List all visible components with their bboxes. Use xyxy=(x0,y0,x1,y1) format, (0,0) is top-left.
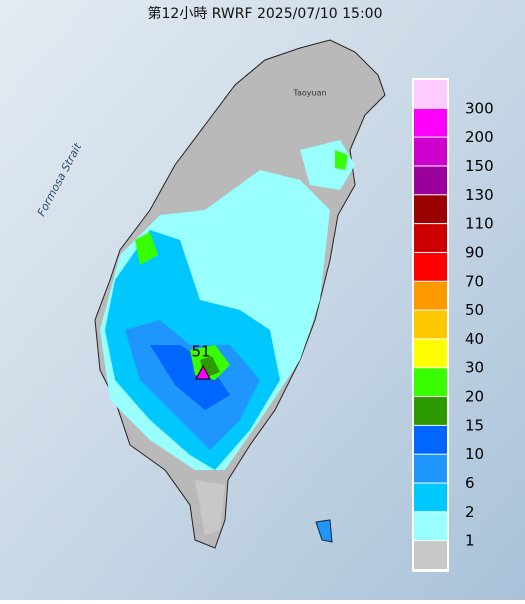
legend-label: 10 xyxy=(465,445,484,463)
legend-swatch xyxy=(414,195,447,224)
legend-label: 2 xyxy=(465,503,475,521)
green-island xyxy=(315,519,333,543)
legend-label: 90 xyxy=(465,243,484,261)
legend-label: 20 xyxy=(465,388,484,406)
legend-swatch xyxy=(414,541,447,569)
legend-label: 300 xyxy=(465,99,494,117)
legend-swatch xyxy=(414,108,447,137)
legend-swatch xyxy=(414,252,447,281)
max-marker xyxy=(195,364,211,380)
legend-swatch xyxy=(414,397,447,425)
legend-swatch xyxy=(414,425,447,454)
legend-label: 40 xyxy=(465,330,484,348)
legend-label: 200 xyxy=(465,128,494,146)
legend-swatch xyxy=(414,483,447,512)
title: 第12小時 RWRF 2025/07/10 15:00 xyxy=(148,5,383,22)
legend-swatch xyxy=(414,310,447,339)
legend-label: 130 xyxy=(465,186,494,204)
legend-label: 6 xyxy=(465,474,475,492)
legend-label: 15 xyxy=(465,416,484,434)
legend-swatch xyxy=(414,166,447,195)
legend-label: 1 xyxy=(465,532,475,550)
legend-label: 70 xyxy=(465,272,484,290)
legend-swatch xyxy=(414,281,447,310)
legend-label: 30 xyxy=(465,359,484,377)
max-value: 51 xyxy=(191,343,210,361)
legend-label: 150 xyxy=(465,157,494,175)
legend-swatch xyxy=(414,80,447,108)
legend-label: 110 xyxy=(465,215,494,233)
legend-swatch xyxy=(414,339,447,368)
legend-swatch xyxy=(414,368,447,397)
rain-areas xyxy=(100,140,355,535)
city-label: Taoyuan xyxy=(292,89,326,98)
legend: 300 200 150 130 110 90 70 50 40 30 20 15 10 6 2 1 xyxy=(412,78,494,572)
legend-swatch xyxy=(414,512,447,541)
legend-swatch xyxy=(414,454,447,483)
legend-swatch xyxy=(414,137,447,166)
legend-label: 50 xyxy=(465,301,484,319)
legend-swatch xyxy=(414,224,447,252)
